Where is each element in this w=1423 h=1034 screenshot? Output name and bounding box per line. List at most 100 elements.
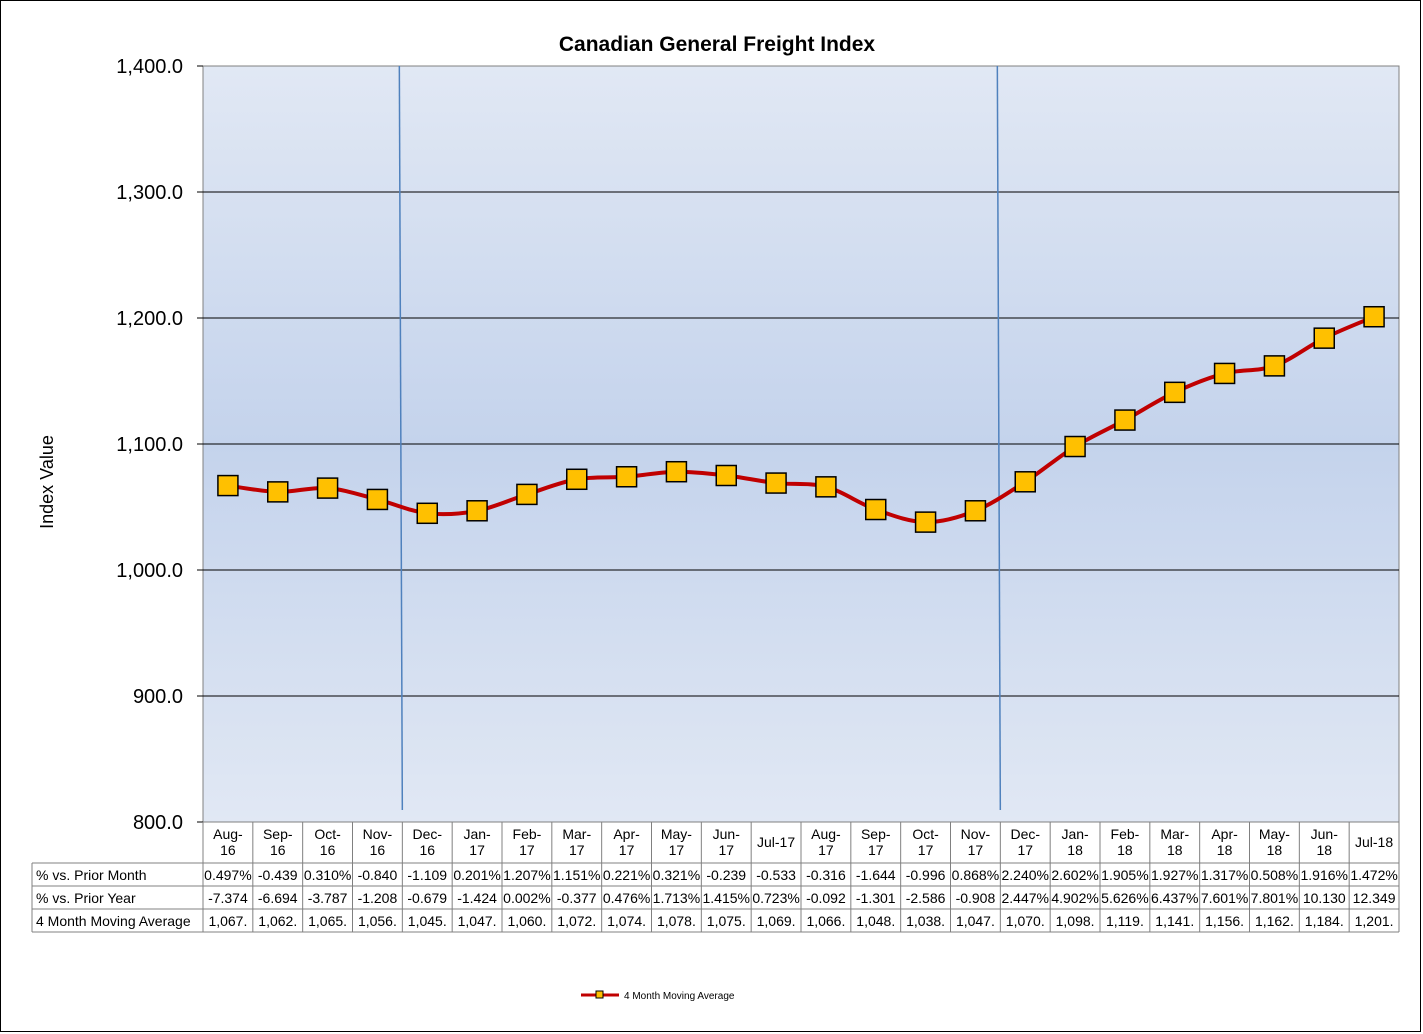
- table-cell: 2.447%: [1002, 890, 1049, 906]
- table-cell: 1.916%: [1301, 867, 1348, 883]
- data-point: [217, 474, 239, 497]
- table-cell: 1.415%: [703, 890, 750, 906]
- table-cell: -0.840: [358, 867, 398, 883]
- data-point: [466, 500, 488, 522]
- table-cell: 2.240%: [1002, 867, 1049, 883]
- category-label: Jul-18: [1355, 834, 1393, 850]
- data-point: [316, 477, 339, 499]
- table-cell: 1.151%: [553, 867, 600, 883]
- data-point: [964, 500, 987, 522]
- category-label: Aug-16: [213, 826, 243, 858]
- y-tick-label: 1,000.0: [116, 560, 183, 582]
- table-cell: 1,047.: [956, 913, 995, 929]
- table-cell: 1.927%: [1151, 867, 1198, 883]
- category-label: Feb-17: [513, 826, 542, 858]
- data-point: [815, 476, 837, 498]
- category-label: Apr-18: [1211, 826, 1238, 858]
- table-cell: 1,066.: [806, 913, 845, 929]
- table-cell: -1.301: [856, 890, 896, 906]
- table-cell: -0.439: [258, 867, 298, 883]
- vertical-markers: [398, 65, 1002, 811]
- category-label: Aug-17: [811, 826, 841, 858]
- data-point: [615, 466, 638, 488]
- data-point: [1263, 355, 1286, 377]
- table-cell: 7.601%: [1201, 890, 1248, 906]
- table-cell: 1,038.: [906, 913, 945, 929]
- category-label: May-18: [1259, 826, 1290, 858]
- category-label: Feb-18: [1111, 826, 1140, 858]
- table-cell: 1.472%: [1350, 867, 1397, 883]
- category-label: Apr-17: [613, 826, 640, 858]
- table-cell: -0.239: [706, 867, 746, 883]
- category-label: Sep-16: [263, 826, 293, 858]
- table-cell: 1,098.: [1056, 913, 1095, 929]
- table-cell: 0.002%: [503, 890, 550, 906]
- table-cell: 1,184.: [1305, 913, 1344, 929]
- table-cell: 0.201%: [453, 867, 500, 883]
- data-table: Aug-16 Sep-16 Oct-16 Nov-16 Dec-16 Jan-17 Feb-…: [31, 822, 1400, 933]
- table-cell: -0.908: [956, 890, 996, 906]
- table-cell: 4.902%: [1051, 890, 1098, 906]
- data-point: [1014, 471, 1036, 493]
- data-point: [267, 481, 289, 503]
- category-label: Oct-16: [314, 826, 341, 858]
- data-point: [1164, 381, 1186, 404]
- table-cell: 1,060.: [507, 913, 546, 929]
- legend: 4 Month Moving Average: [581, 990, 735, 1002]
- table-cell: 1,045.: [408, 913, 447, 929]
- table-cell: 1,074.: [607, 913, 646, 929]
- table-cell: -3.787: [308, 890, 348, 906]
- table-cell: -2.586: [906, 890, 946, 906]
- table-row-label: 4 Month Moving Average: [36, 913, 191, 929]
- category-label: Mar-17: [562, 826, 591, 858]
- data-point: [1313, 327, 1335, 349]
- table-cell: 1,072.: [557, 913, 596, 929]
- table-cell: 1,075.: [707, 913, 746, 929]
- table-cell: 6.437%: [1151, 890, 1198, 906]
- data-point: [1213, 362, 1236, 385]
- data-point: [516, 483, 538, 506]
- category-label: Nov-16: [363, 826, 393, 858]
- table-cell: 0.476%: [603, 890, 650, 906]
- table-cell: 1.207%: [503, 867, 550, 883]
- data-point: [566, 468, 588, 491]
- table-cell: 1,056.: [358, 913, 397, 929]
- table-cell: 0.310%: [304, 867, 351, 883]
- table-cell: 1,119.: [1106, 913, 1144, 929]
- table-cell: 1,156.: [1205, 913, 1244, 929]
- category-label: Dec-16: [412, 826, 442, 858]
- category-label: Jun-17: [713, 826, 741, 858]
- legend-marker: [595, 990, 604, 999]
- y-axis-label: Index Value: [37, 435, 57, 529]
- data-point: [865, 498, 887, 521]
- y-tick-label: 1,100.0: [116, 434, 183, 456]
- y-tick-label: 1,400.0: [116, 56, 183, 78]
- table-cell: -1.424: [457, 890, 497, 906]
- table-cell: 1.905%: [1101, 867, 1148, 883]
- category-label: Sep-17: [861, 826, 891, 858]
- y-axis-ticks: 1,400.0 1,300.0 1,200.0 1,100.0 1,000.0 900.0…: [116, 56, 203, 834]
- table-cell: 1.317%: [1201, 867, 1248, 883]
- data-point: [715, 464, 737, 487]
- table-cell: -0.092: [806, 890, 846, 906]
- table-cell: 0.221%: [603, 867, 650, 883]
- table-cell: 1,162.: [1255, 913, 1294, 929]
- table-cell: -0.533: [756, 867, 796, 883]
- data-point: [366, 488, 389, 511]
- table-cell: 5.626%: [1101, 890, 1148, 906]
- table-cell: 1,047.: [458, 913, 497, 929]
- category-label: Nov-17: [961, 826, 991, 858]
- table-cell: 2.602%: [1051, 867, 1098, 883]
- table-cell: -0.679: [407, 890, 447, 906]
- table-cell: -6.694: [258, 890, 298, 906]
- table-cell: 1,069.: [757, 913, 796, 929]
- table-cell: -0.996: [906, 867, 946, 883]
- table-cell: 1,048.: [856, 913, 895, 929]
- chart-title: Canadian General Freight Index: [559, 33, 876, 56]
- data-point: [1363, 305, 1385, 328]
- table-cell: -0.377: [557, 890, 597, 906]
- table-cell: 0.497%: [204, 867, 251, 883]
- y-tick-label: 900.0: [133, 686, 183, 708]
